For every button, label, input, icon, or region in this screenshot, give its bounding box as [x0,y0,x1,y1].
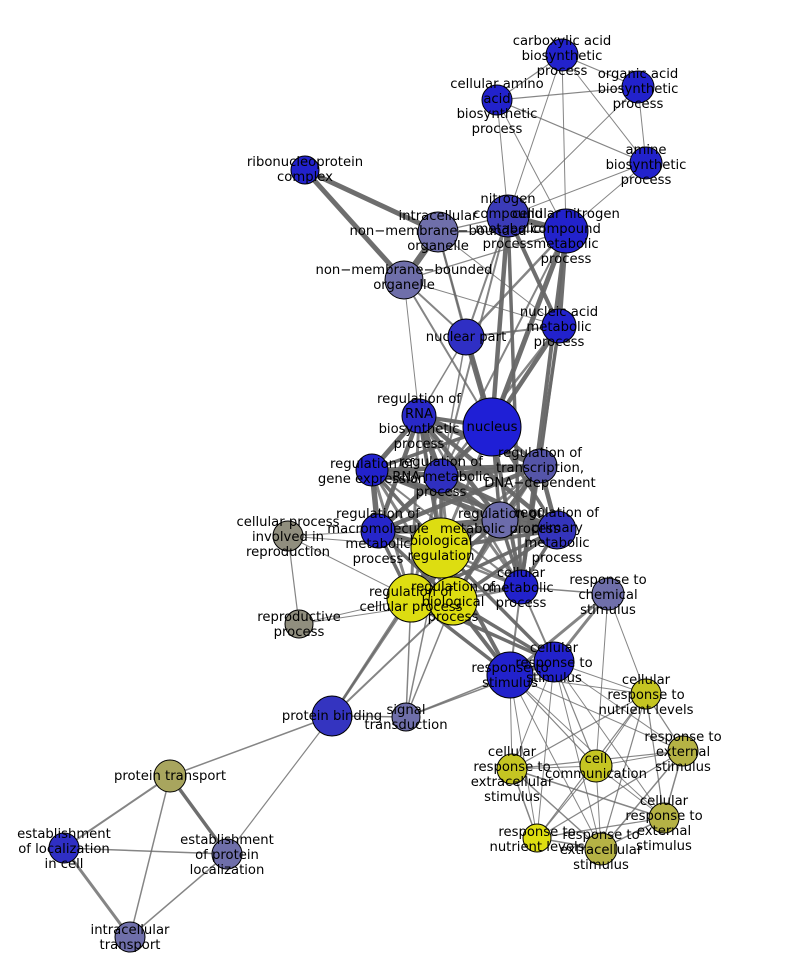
graph-edge [369,467,560,533]
graph-edge [509,674,602,850]
graph-node[interactable] [428,576,478,626]
graph-edge [302,167,407,283]
graph-edge [370,468,455,603]
graph-edge [302,167,441,235]
graph-edge [464,229,568,339]
graph-node[interactable] [522,823,552,853]
graph-node[interactable] [648,802,680,834]
graph-node[interactable] [486,194,530,238]
graph-node[interactable] [284,609,314,639]
graph-edge [169,715,333,777]
graph-edge [403,279,560,327]
graph-node[interactable] [423,458,459,494]
graph-node[interactable] [522,448,558,484]
graph-edge [496,99,567,232]
graph-edge [509,674,684,752]
graph-node[interactable] [496,753,528,785]
graph-edge [331,600,454,717]
graph-node[interactable] [579,749,613,783]
graph-edge [509,674,665,819]
graph-node[interactable] [486,651,534,699]
graph-node[interactable] [384,260,424,300]
graph-edge [496,86,639,101]
graph-edge [62,846,132,939]
graph-node[interactable] [543,208,589,254]
graph-node[interactable] [545,38,579,72]
graph-edge [600,750,684,850]
graph-edge [403,279,420,417]
graph-edge [437,231,560,327]
graph-node[interactable] [311,695,353,737]
graph-edge [403,230,567,281]
graph-node[interactable] [667,735,699,767]
graph-node[interactable] [401,398,437,434]
graph-edge [507,86,639,217]
graph-edge [539,325,560,467]
graph-node[interactable] [386,573,436,623]
graph-node[interactable] [541,308,577,344]
graph-edge [63,847,228,855]
graph-edge [561,54,567,232]
graph-node[interactable] [48,832,80,864]
graph-edge [375,527,560,534]
graph-edge [129,775,171,938]
graph-edge [507,162,647,217]
graph-node[interactable] [272,520,304,552]
graph-node[interactable] [629,146,663,180]
graph-edge [553,661,602,850]
graph-edge [536,817,665,839]
edge-layer [62,54,684,939]
graph-node[interactable] [153,759,187,793]
graph-edge [129,853,228,938]
graph-node[interactable] [360,513,396,549]
graph-node[interactable] [410,517,472,579]
graph-node[interactable] [211,838,243,870]
graph-edge [561,54,647,164]
graph-edge [226,715,333,855]
graph-edge [489,213,511,430]
graph-node[interactable] [447,318,485,356]
graph-node[interactable] [591,577,625,611]
graph-edge [409,414,421,600]
graph-edge [595,593,609,767]
graph-node[interactable] [584,832,618,866]
graph-node[interactable] [417,211,459,253]
graph-node[interactable] [355,453,389,487]
graph-node[interactable] [537,510,577,550]
graph-edge [496,99,647,164]
graph-node[interactable] [462,397,522,457]
graph-node[interactable] [503,569,539,605]
graph-node[interactable] [481,501,519,539]
graph-edge [511,768,665,819]
graph-edge [600,693,647,850]
graph-edge [507,54,563,217]
graph-node[interactable] [290,155,320,185]
graph-node[interactable] [391,702,421,732]
graph-node[interactable] [481,84,513,116]
graph-edge [553,661,684,752]
graph-edge [509,674,538,839]
graph-edge [511,768,602,850]
graph-edge [511,693,647,770]
graph-node[interactable] [630,678,662,710]
graph-edge [63,775,171,849]
label-layer: carboxylic acid biosynthetic process organi… [17,34,722,953]
graph-node[interactable] [621,70,655,104]
graph-node[interactable] [533,641,575,683]
graph-edge [536,750,684,839]
graph-node[interactable] [114,921,146,953]
node-layer[interactable] [48,38,699,953]
graph-edge [607,593,647,695]
graph-edge [553,661,665,819]
